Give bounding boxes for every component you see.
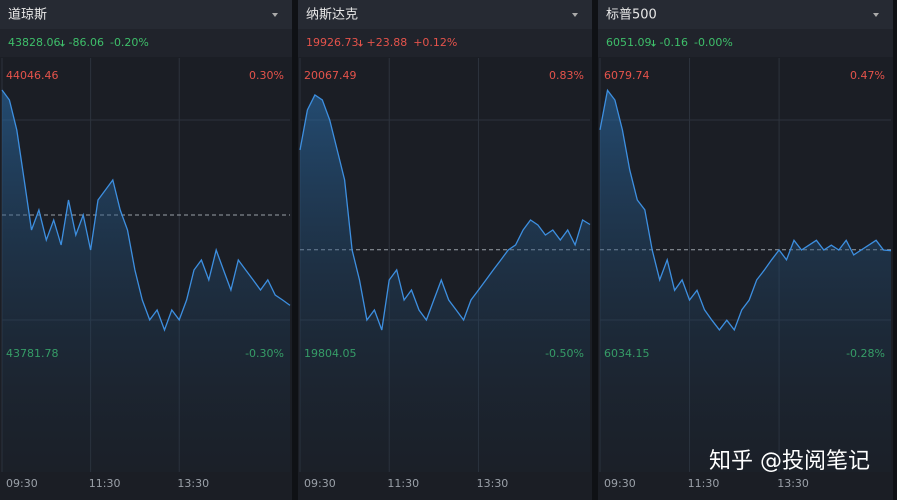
x-tick-label: 09:30 (604, 477, 636, 490)
panel-title: 纳斯达克 (306, 8, 358, 23)
quote-row (0, 29, 292, 57)
x-tick-label: 13:30 (777, 477, 809, 490)
x-tick-label: 13:30 (477, 477, 509, 490)
panel-header[interactable] (598, 0, 893, 29)
watermark: 知乎 @投阅笔记 (709, 449, 870, 474)
quote-change: +23.88 (367, 36, 408, 49)
x-tick-label: 11:30 (688, 477, 720, 490)
quote-row (598, 29, 893, 57)
panel-title: 标普500 (606, 8, 657, 23)
y-tick-label: 20067.49 (304, 69, 357, 82)
price-area (2, 90, 290, 472)
quote-pct: -0.00% (694, 36, 733, 49)
quote-arrow-icon (358, 40, 363, 47)
quote-price: 6051.09 (606, 36, 652, 49)
dropdown-arrow[interactable] (272, 13, 278, 17)
x-tick-label: 09:30 (304, 477, 336, 490)
dropdown-arrow[interactable] (873, 13, 879, 17)
quote-price: 43828.06 (8, 36, 61, 49)
quote-change: -0.16 (660, 36, 688, 49)
y2-tick-label: 0.83% (549, 69, 584, 82)
quote-arrow-icon (651, 40, 656, 47)
price-line (599, 88, 892, 332)
panel-title: 道琼斯 (8, 8, 47, 23)
dropdown-arrow[interactable] (572, 13, 578, 17)
x-tick-label: 11:30 (387, 477, 419, 490)
y-tick-label: 44046.46 (6, 69, 59, 82)
x-tick-label: 13:30 (177, 477, 209, 490)
price-line (1, 89, 291, 332)
price-area (600, 90, 891, 473)
quote-price: 19926.73 (306, 36, 359, 49)
panel-header[interactable] (298, 0, 592, 29)
quote-change: -86.06 (69, 36, 104, 49)
y-tick-label: 6079.74 (604, 69, 650, 82)
x-tick-label: 11:30 (89, 477, 121, 490)
quote-arrow-icon (60, 40, 65, 47)
price-area (300, 95, 590, 472)
y2-tick-label: 0.47% (850, 69, 885, 82)
quote-pct: +0.12% (413, 36, 457, 49)
quote-pct: -0.20% (110, 36, 149, 49)
quote-row (298, 29, 592, 57)
price-line (299, 94, 591, 331)
x-tick-label: 09:30 (6, 477, 38, 490)
y2-tick-label: 0.30% (249, 69, 284, 82)
panel-header[interactable] (0, 0, 292, 29)
